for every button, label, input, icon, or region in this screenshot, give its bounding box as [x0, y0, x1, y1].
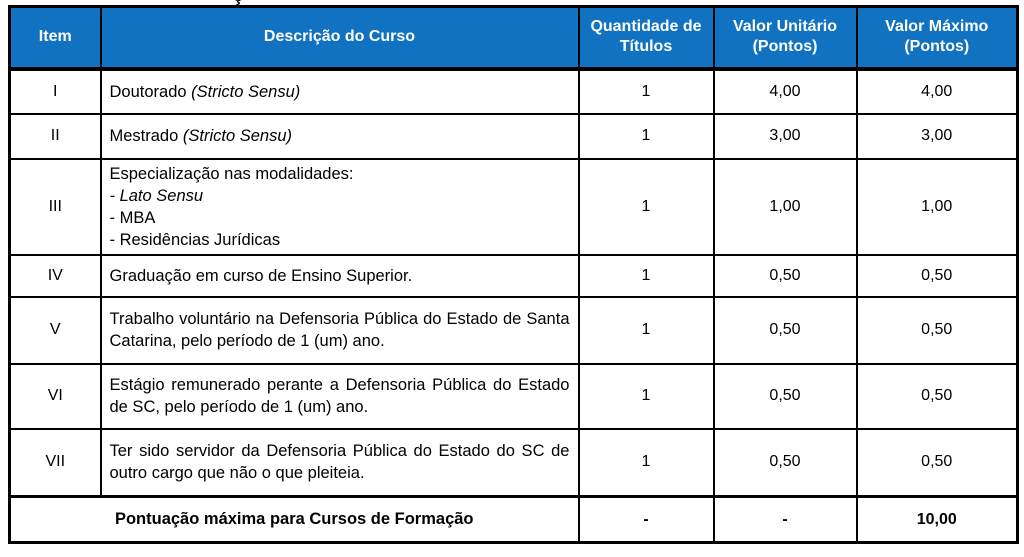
header-cell-descricao: Descrição do Curso	[99, 5, 580, 71]
row-5-qty: 1	[577, 295, 715, 365]
desc-italic-text: (Stricto Sensu)	[191, 82, 301, 101]
table-row-2: II Mestrado (Stricto Sensu) 1 3,00 3,00	[8, 112, 1019, 160]
row-5-description: Trabalho voluntário na Defensoria Públic…	[99, 295, 580, 365]
header-cell-valor-unitario: Valor Unitário (Pontos)	[712, 5, 858, 71]
row-3-max-value: 1,00	[855, 157, 1019, 256]
row-4-item: IV	[8, 253, 102, 298]
row-1-unit-value: 4,00	[712, 67, 858, 115]
desc-line-2: - Lato Sensu	[109, 186, 204, 205]
table-row-7: VII Ter sido servidor da Defensoria Públ…	[8, 427, 1019, 498]
row-2-max-value: 3,00	[855, 112, 1019, 160]
row-7-item: VII	[8, 427, 102, 498]
footer-row: Pontuação máxima para Cursos de Formação…	[8, 495, 1019, 544]
row-2-unit-value: 3,00	[712, 112, 858, 160]
desc-line-3: - MBA	[109, 208, 156, 227]
table-header: Item Descrição do Curso Quantidade de Tí…	[8, 5, 1019, 71]
desc-line-4: - Residências Jurídicas	[109, 230, 281, 249]
table-row-1: I Doutorado (Stricto Sensu) 1 4,00 4,00	[8, 67, 1019, 115]
row-6-description: Estágio remunerado perante a Defensoria …	[99, 362, 580, 430]
table-row-3: III Especialização nas modalidades: - La…	[8, 157, 1019, 256]
desc-text: Doutorado	[109, 82, 192, 101]
row-5-item: V	[8, 295, 102, 365]
row-7-description: Ter sido servidor da Defensoria Pública …	[99, 427, 580, 498]
row-1-description: Doutorado (Stricto Sensu)	[99, 67, 580, 115]
row-1-max-value: 4,00	[855, 67, 1019, 115]
header-row: Item Descrição do Curso Quantidade de Tí…	[8, 5, 1019, 71]
footer-unit-value: -	[712, 495, 858, 544]
row-4-unit-value: 0,50	[712, 253, 858, 298]
footer-max-value: 10,00	[855, 495, 1019, 544]
row-5-unit-value: 0,50	[712, 295, 858, 365]
row-5-max-value: 0,50	[855, 295, 1019, 365]
header-cell-item: Item	[8, 5, 102, 71]
row-3-description: Especialização nas modalidades: - Lato S…	[99, 157, 580, 256]
cropped-text-artifact: ç	[233, 0, 253, 5]
row-3-item: III	[8, 157, 102, 256]
desc-italic-text: (Stricto Sensu)	[182, 127, 292, 145]
row-6-qty: 1	[577, 362, 715, 430]
table-row-5: V Trabalho voluntário na Defensoria Públ…	[8, 295, 1019, 365]
scoring-table: Item Descrição do Curso Quantidade de Tí…	[8, 5, 1019, 544]
header-cell-quantidade: Quantidade de Títulos	[577, 5, 715, 71]
desc-line-1: Especialização nas modalidades:	[109, 164, 354, 183]
table-footer: Pontuação máxima para Cursos de Formação…	[8, 495, 1019, 544]
table-row-6: VI Estágio remunerado perante a Defensor…	[8, 362, 1019, 430]
row-4-description: Graduação em curso de Ensino Superior.	[99, 253, 580, 298]
row-2-qty: 1	[577, 112, 715, 160]
row-1-qty: 1	[577, 67, 715, 115]
desc-text: Mestrado	[109, 127, 183, 145]
row-4-max-value: 0,50	[855, 253, 1019, 298]
row-2-item: II	[8, 112, 102, 160]
row-4-qty: 1	[577, 253, 715, 298]
footer-label: Pontuação máxima para Cursos de Formação	[8, 495, 580, 544]
row-6-item: VI	[8, 362, 102, 430]
footer-qty: -	[577, 495, 715, 544]
row-3-qty: 1	[577, 157, 715, 256]
table-body: I Doutorado (Stricto Sensu) 1 4,00 4,00 …	[8, 67, 1019, 498]
row-7-unit-value: 0,50	[712, 427, 858, 498]
row-2-description: Mestrado (Stricto Sensu)	[99, 112, 580, 160]
row-1-item: I	[8, 67, 102, 115]
table-row-4: IV Graduação em curso de Ensino Superior…	[8, 253, 1019, 298]
row-7-qty: 1	[577, 427, 715, 498]
row-7-max-value: 0,50	[855, 427, 1019, 498]
row-6-max-value: 0,50	[855, 362, 1019, 430]
row-6-unit-value: 0,50	[712, 362, 858, 430]
row-3-unit-value: 1,00	[712, 157, 858, 256]
header-cell-valor-maximo: Valor Máximo (Pontos)	[855, 5, 1019, 71]
